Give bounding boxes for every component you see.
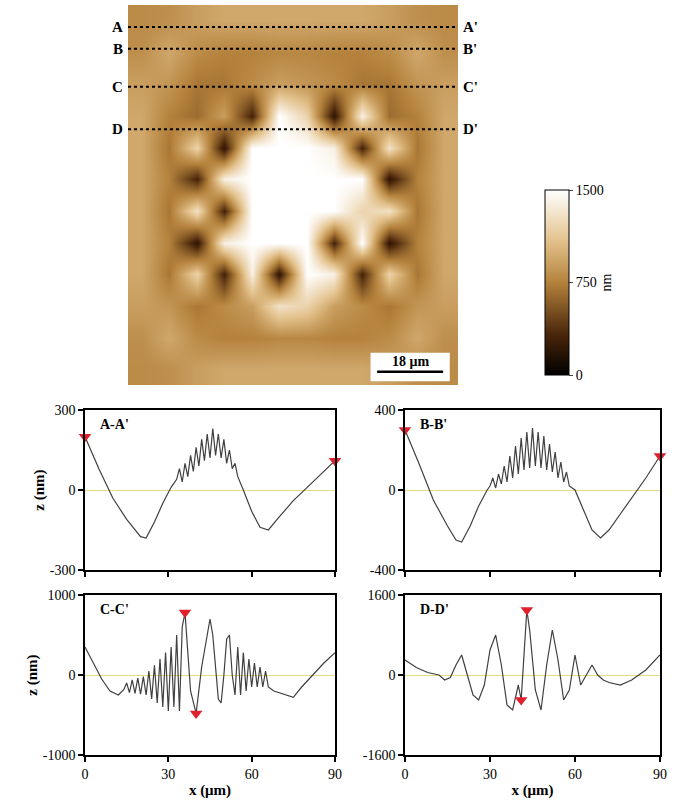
svg-text:0: 0 [576,368,583,383]
svg-text:D-D': D-D' [420,602,449,617]
svg-text:0: 0 [388,483,395,498]
svg-text:A-A': A-A' [100,417,129,432]
svg-text:0: 0 [68,668,75,683]
svg-text:60: 60 [568,767,582,782]
svg-text:B': B' [463,41,477,57]
svg-text:0: 0 [68,483,75,498]
svg-text:z (nm): z (nm) [31,469,48,510]
svg-text:0: 0 [388,668,395,683]
svg-text:z (nm): z (nm) [24,654,41,695]
svg-text:1000: 1000 [47,588,75,603]
svg-text:A': A' [463,19,478,35]
svg-text:750: 750 [576,275,597,290]
svg-text:1600: 1600 [367,588,395,603]
svg-text:-300: -300 [50,563,76,578]
svg-text:30: 30 [483,767,497,782]
svg-text:90: 90 [328,767,342,782]
svg-text:D: D [112,121,123,137]
svg-text:x (μm): x (μm) [189,782,231,799]
svg-text:C-C': C-C' [100,602,129,617]
svg-text:30: 30 [161,767,175,782]
svg-text:0: 0 [82,767,89,782]
svg-text:0: 0 [402,767,409,782]
svg-text:60: 60 [245,767,259,782]
svg-text:A: A [112,19,123,35]
svg-text:300: 300 [54,403,75,418]
svg-text:nm: nm [599,273,614,291]
svg-text:1500: 1500 [576,183,604,198]
svg-text:x (μm): x (μm) [511,782,553,799]
svg-text:-400: -400 [370,563,396,578]
svg-text:C': C' [463,79,478,95]
svg-text:-1600: -1600 [363,748,396,763]
svg-text:400: 400 [374,403,395,418]
svg-text:-1000: -1000 [43,748,76,763]
svg-text:B: B [113,41,123,57]
svg-text:C: C [112,79,123,95]
svg-text:B-B': B-B' [420,417,447,432]
svg-text:18 μm: 18 μm [392,354,429,369]
svg-text:D': D' [463,121,478,137]
svg-text:90: 90 [653,767,667,782]
